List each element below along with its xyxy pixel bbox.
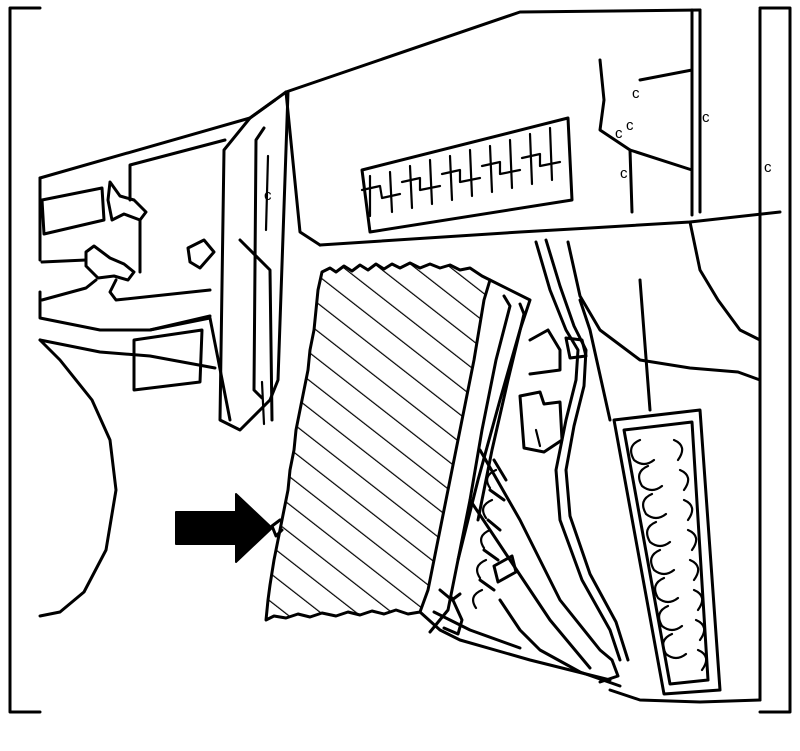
lower-left-dash [38,316,232,618]
heater-core-coils [438,448,620,684]
screw-marks: c c c c c c c [264,85,772,204]
right-coil-box [612,408,722,696]
svg-text:c: c [632,85,640,102]
center-stack-trim [218,90,290,432]
left-switch-panel [40,138,227,302]
svg-text:c: c [702,109,710,126]
figure-frame [8,6,792,714]
lower-trim [432,598,622,688]
svg-text:c: c [620,165,628,182]
highlighted-panel [264,261,492,622]
svg-text:c: c [764,159,772,176]
top-right-bracket [598,8,762,217]
dash-vent-slots [360,116,574,234]
svg-text:c: c [615,125,623,142]
mounting-bracket [518,328,564,454]
right-side-panel [566,210,762,704]
svg-text:c: c [626,117,634,134]
panel-frame-bracket [418,278,612,682]
dash-upper-panel [38,8,782,370]
wire-harness [534,238,630,662]
pointer-arrow-icon [175,493,273,563]
